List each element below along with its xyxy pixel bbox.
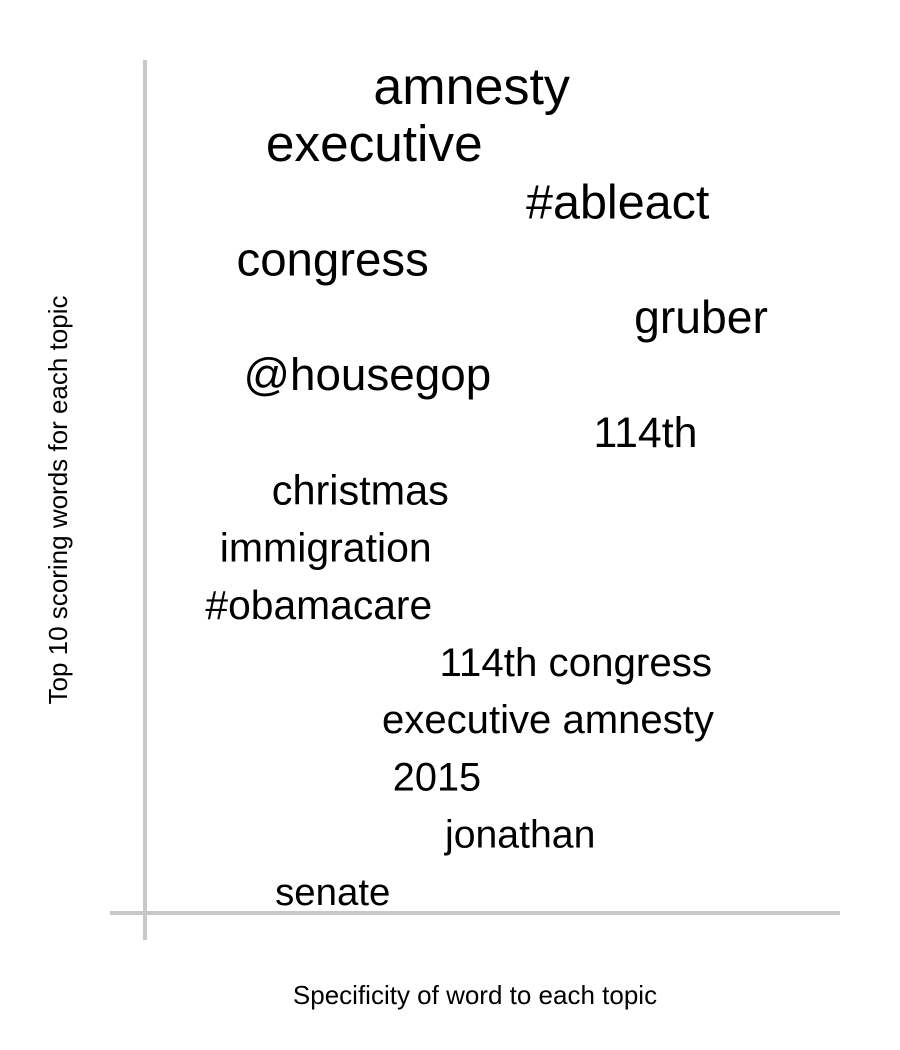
word-label: congress — [237, 234, 429, 287]
word-label: immigration — [220, 525, 432, 571]
word-label: amnesty — [373, 58, 570, 116]
y-axis-label: Top 10 scoring words for each topic — [43, 296, 73, 705]
word-label: christmas — [272, 467, 449, 513]
word-label: jonathan — [444, 814, 595, 857]
word-label: @housegop — [244, 349, 492, 400]
word-label: 2015 — [393, 755, 481, 799]
x-axis-label: Specificity of word to each topic — [293, 980, 657, 1010]
word-label: executive amnesty — [382, 698, 714, 742]
word-label: gruber — [634, 291, 768, 343]
word-label: #obamacare — [205, 582, 432, 628]
word-label: executive — [266, 115, 483, 172]
word-label: senate — [275, 871, 390, 914]
word-label: 114th — [594, 409, 698, 457]
word-label: 114th congress — [440, 640, 713, 685]
word-label: #ableact — [526, 175, 710, 229]
